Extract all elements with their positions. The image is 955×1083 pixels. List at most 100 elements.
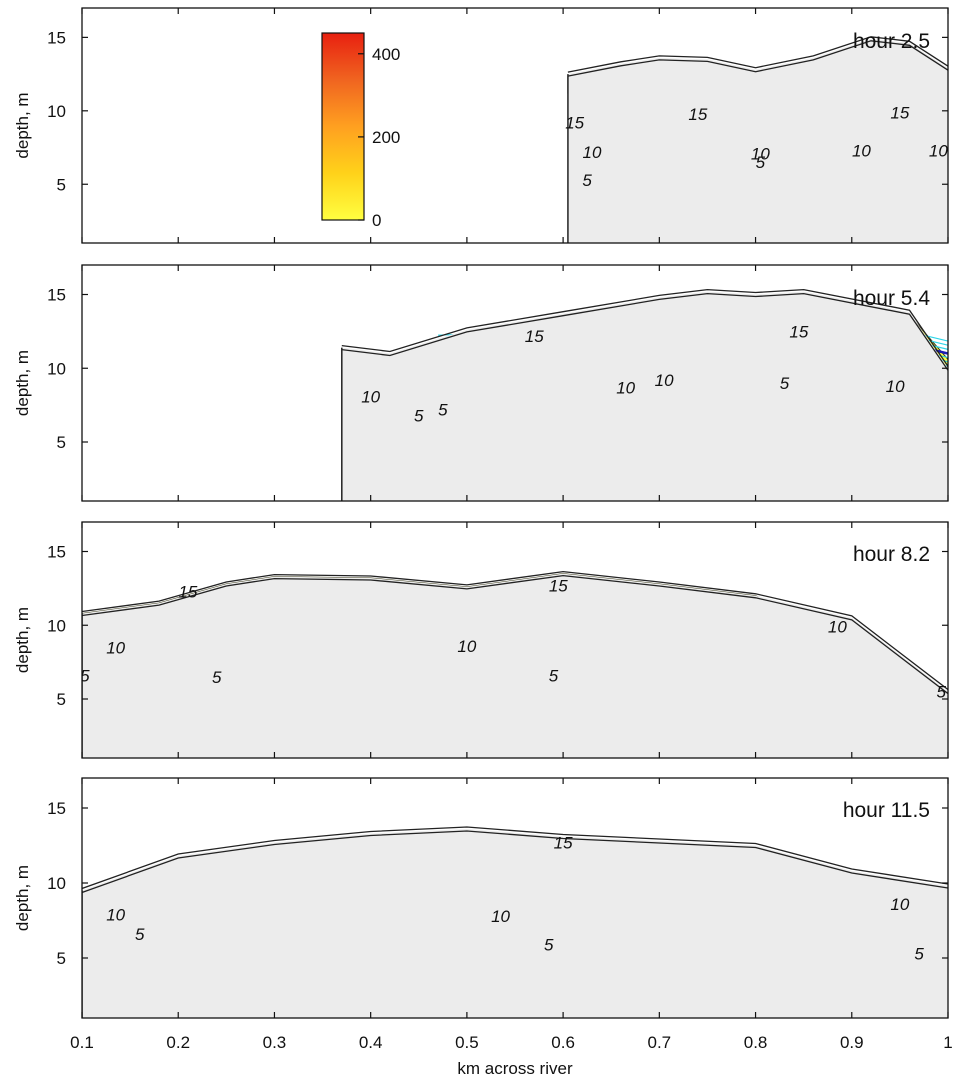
y-tick-label: 10 — [47, 102, 66, 121]
panel-frame — [81, 521, 949, 759]
bed-edge-line — [82, 574, 948, 695]
river-bed — [341, 291, 948, 501]
bed-edge-line — [82, 826, 948, 890]
contour-label: 10 — [852, 141, 871, 160]
colorbar-ramp — [321, 32, 365, 221]
contour-label: 10 — [106, 638, 125, 657]
x-tick-label: 0.4 — [359, 1033, 383, 1052]
y-tick-label: 5 — [57, 433, 66, 452]
contour-label: 5 — [80, 666, 90, 685]
river-bed — [82, 829, 948, 1018]
y-tick-label: 10 — [47, 359, 66, 378]
contour-label: 15 — [549, 576, 568, 595]
y-tick-label: 5 — [57, 175, 66, 194]
bed-edge-line — [82, 830, 948, 894]
contour-label: 10 — [457, 637, 476, 656]
river-bed — [567, 38, 948, 243]
contour-label: 10 — [361, 387, 380, 406]
contour-label: 10 — [583, 143, 602, 162]
y-tick-label: 15 — [47, 799, 66, 818]
colorbar: 400 200 0 — [321, 32, 400, 230]
y-tick-label: 15 — [47, 286, 66, 305]
contour-label: 5 — [549, 666, 559, 685]
contour-label: 10 — [828, 618, 847, 637]
contour-label: 10 — [106, 906, 125, 925]
contour-label: 5 — [212, 668, 222, 687]
contour-label: 10 — [616, 378, 635, 397]
y-axis-label: depth, m — [13, 92, 32, 158]
y-tick-label: 10 — [47, 874, 66, 893]
bed-edge-line — [567, 40, 948, 77]
y-tick-label: 10 — [47, 616, 66, 635]
y-tick-label: 15 — [47, 543, 66, 562]
x-tick-label: 0.5 — [455, 1033, 479, 1052]
x-tick-label: 0.1 — [70, 1033, 94, 1052]
panel-hour-label: hour 11.5 — [843, 799, 930, 822]
panel-4: 5 5 5 10 10 10 15 5 10 15 depth, m hour 11.5 — [13, 777, 949, 1019]
panel-body: 5 5 5 5 10 10 10 15 15 — [80, 570, 948, 758]
x-tick-label: 0.9 — [840, 1033, 864, 1052]
panel-frame — [81, 264, 949, 502]
contour-label: 10 — [890, 895, 909, 914]
y-axis-label: depth, m — [13, 865, 32, 931]
colorbar-tick-label: 400 — [372, 45, 400, 64]
x-tick-label: 0.2 — [166, 1033, 190, 1052]
contour-label: 5 — [544, 936, 554, 955]
x-tick-labels: 0.1 0.2 0.3 0.4 0.5 0.6 0.7 0.8 0.9 1 — [70, 1033, 953, 1052]
x-tick-label: 0.7 — [648, 1033, 672, 1052]
panel-frame — [81, 777, 949, 1019]
y-axis-label: depth, m — [13, 350, 32, 416]
contour-label: 5 — [937, 683, 947, 702]
panel-hour-label: hour 2.5 — [853, 30, 930, 53]
bed-edge-line — [82, 570, 948, 691]
contour-label: 5 — [414, 406, 424, 425]
contour-label: 5 — [756, 153, 766, 172]
x-tick-label: 0.8 — [744, 1033, 768, 1052]
panel-plot-area: 5 5 5 10 10 10 15 5 10 15 depth, m — [13, 777, 949, 1019]
bed-edge-line — [341, 292, 948, 371]
contour-label: 15 — [525, 327, 544, 346]
contour-label: 5 — [582, 171, 592, 190]
bed-edge-line — [341, 288, 948, 367]
x-tick-label: 1 — [943, 1033, 952, 1052]
panel-hour-label: hour 8.2 — [853, 543, 930, 566]
x-tick-label: 0.6 — [551, 1033, 575, 1052]
colorbar-tick-label: 0 — [372, 211, 381, 230]
contour-label: 10 — [655, 371, 674, 390]
contour-label: 5 — [438, 401, 448, 420]
x-axis-label: km across river — [457, 1059, 573, 1078]
contour-label: 15 — [688, 105, 707, 124]
panel-frame — [81, 7, 949, 244]
panel-hour-label: hour 5.4 — [853, 287, 930, 310]
y-tick-label: 5 — [57, 949, 66, 968]
contour-label: 15 — [890, 103, 909, 122]
x-tick-label: 0.3 — [263, 1033, 287, 1052]
panel-body: 5 5 5 10 10 10 15 — [82, 826, 948, 1018]
y-tick-label: 15 — [47, 28, 66, 47]
contour-label: 5 — [135, 925, 145, 944]
contour-label: 15 — [554, 834, 573, 853]
y-tick-label: 5 — [57, 690, 66, 709]
colorbar-tick-label: 200 — [372, 128, 400, 147]
contour-label: 10 — [929, 141, 948, 160]
contour-label: 10 — [751, 144, 770, 163]
contour-label: 10 — [491, 907, 510, 926]
bed-edge-line — [567, 36, 948, 73]
contour-label: 10 — [886, 377, 905, 396]
contour-label: 5 — [780, 374, 790, 393]
river-bed — [82, 573, 948, 758]
y-axis-label: depth, m — [13, 607, 32, 673]
contour-label: 15 — [178, 582, 197, 601]
contour-label: 5 — [914, 945, 924, 964]
contour-label: 15 — [789, 322, 808, 341]
contour-label: 15 — [565, 114, 584, 133]
